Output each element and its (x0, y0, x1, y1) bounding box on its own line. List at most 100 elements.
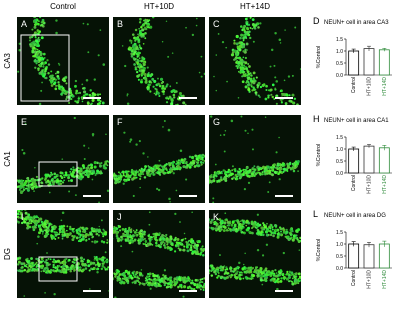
cell (252, 77, 255, 80)
cell (182, 101, 186, 105)
cell (297, 281, 300, 284)
cell (171, 163, 174, 166)
cell (51, 177, 54, 181)
cell (271, 164, 275, 167)
cell (206, 154, 208, 156)
cell (44, 226, 47, 229)
cell (72, 258, 76, 261)
cell (75, 100, 78, 103)
cell (219, 176, 223, 179)
cell (128, 226, 131, 229)
cell (92, 107, 94, 109)
cell (156, 171, 159, 174)
cell (132, 176, 136, 180)
cell (93, 161, 97, 165)
cell (271, 95, 274, 99)
cell (108, 240, 109, 242)
cell (57, 264, 61, 267)
cell (77, 175, 81, 179)
micrograph: J (113, 210, 205, 298)
cell (227, 272, 230, 275)
cell (100, 240, 104, 243)
cell (289, 161, 292, 164)
cell (161, 234, 165, 238)
cell (20, 215, 23, 218)
cell (155, 274, 159, 278)
cell (254, 91, 258, 95)
cell (246, 269, 249, 272)
cell (152, 279, 155, 283)
cell (245, 68, 249, 71)
cell (257, 26, 260, 29)
cell (36, 44, 41, 48)
cell (143, 237, 146, 240)
cell (274, 268, 277, 272)
cell (159, 281, 162, 284)
cell (138, 169, 141, 171)
cell (197, 240, 201, 244)
cell (233, 267, 236, 271)
cell (284, 29, 286, 31)
cell (223, 276, 227, 280)
cell (22, 262, 26, 265)
cell (187, 240, 190, 243)
cell (262, 274, 266, 278)
cell (120, 235, 123, 239)
cell (234, 52, 238, 56)
cell (239, 220, 242, 222)
cell (239, 174, 243, 178)
cell (58, 227, 62, 231)
cell (286, 170, 289, 173)
cell (249, 79, 253, 83)
cell (236, 270, 239, 273)
cell (147, 71, 150, 74)
cell (269, 88, 273, 92)
cell (195, 24, 198, 27)
cell (17, 270, 21, 273)
cell (236, 65, 240, 68)
cell (132, 229, 135, 232)
cell (278, 178, 281, 181)
cell (275, 272, 278, 274)
cell (60, 171, 64, 175)
cell (25, 187, 27, 190)
cell (85, 79, 89, 82)
cell (156, 91, 160, 95)
cell (292, 169, 296, 173)
cell (258, 223, 262, 227)
cell (32, 46, 36, 50)
cell (46, 252, 48, 254)
cell (100, 231, 103, 234)
cell (148, 282, 151, 284)
cell (80, 259, 84, 263)
cell (184, 103, 187, 105)
cell (139, 172, 143, 176)
cell (302, 242, 304, 244)
cell (59, 174, 62, 178)
micrograph: G (209, 115, 301, 203)
cell (159, 284, 162, 288)
cell (74, 79, 78, 83)
cell (158, 283, 161, 286)
cell (51, 77, 54, 80)
cell (34, 53, 37, 56)
cell (30, 178, 33, 180)
cell (83, 258, 86, 261)
cell (210, 274, 214, 277)
cell (47, 72, 50, 75)
cell (234, 169, 237, 173)
cell (229, 269, 233, 273)
cell (38, 17, 42, 19)
cell (92, 227, 96, 231)
cell (38, 178, 42, 181)
cell (139, 175, 142, 178)
cell (148, 89, 150, 91)
cell (71, 170, 75, 174)
cell (85, 174, 88, 177)
cell (142, 63, 146, 67)
cell (209, 272, 211, 275)
cell (180, 106, 182, 108)
cell (158, 278, 162, 282)
cell (271, 226, 274, 229)
cell (33, 23, 37, 27)
